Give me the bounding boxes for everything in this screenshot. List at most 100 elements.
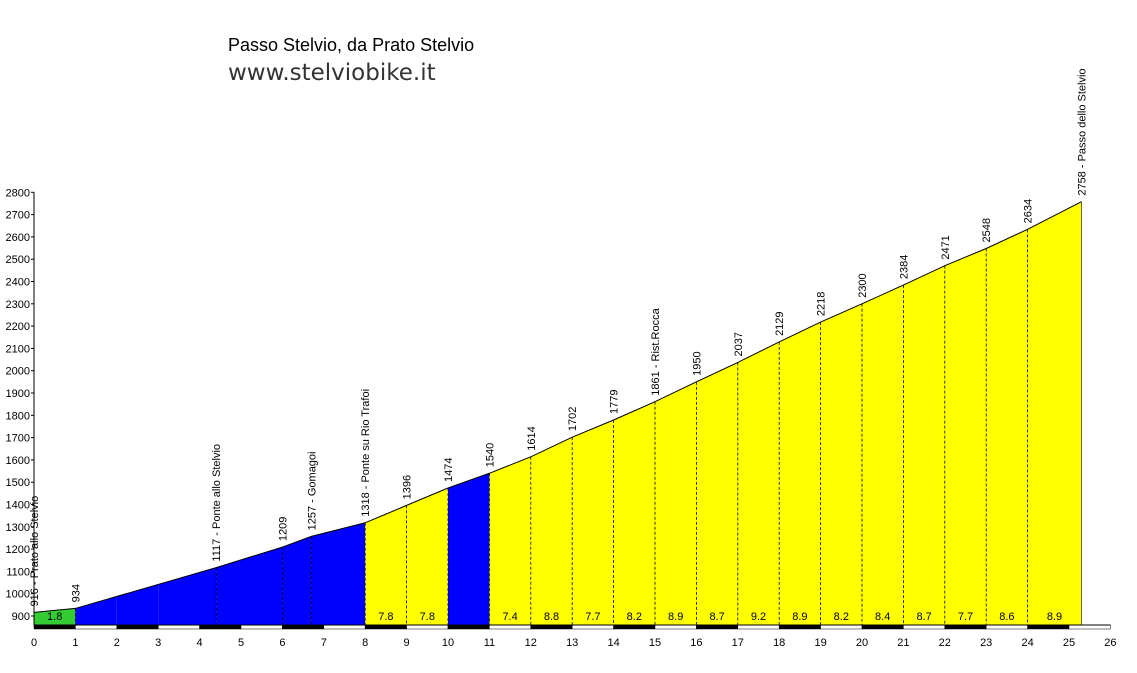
x-tick-label: 11	[484, 637, 495, 649]
x-axis-ruler-block	[737, 624, 780, 630]
grade-label: 8.9	[1047, 611, 1062, 623]
x-axis-ruler-block	[199, 624, 242, 630]
x-tick-label: 10	[442, 637, 454, 649]
y-tick-label: 2100	[6, 343, 30, 355]
elevation-label: 2129	[774, 311, 786, 335]
x-tick-label: 9	[404, 637, 410, 649]
grade-label: 7.7	[958, 611, 973, 623]
x-axis-ruler-block	[75, 624, 118, 630]
x-axis-ruler-block	[364, 624, 407, 630]
y-tick-label: 1500	[6, 477, 30, 489]
x-axis-ruler-block	[282, 624, 325, 630]
profile-segment	[820, 303, 862, 625]
chart-title: Passo Stelvio, da Prato Stelvio	[228, 35, 475, 55]
grade-label: 1.8	[47, 611, 62, 623]
y-tick-label: 1800	[6, 410, 30, 422]
grade-label: 7.4	[502, 611, 517, 623]
profile-segment	[696, 362, 738, 625]
x-axis-ruler-block	[33, 624, 76, 630]
profile-segment	[34, 608, 76, 625]
y-tick-label: 2400	[6, 277, 30, 289]
x-axis-ruler-block	[1027, 624, 1070, 630]
elevation-label: 934	[70, 584, 82, 602]
profile-segment	[75, 596, 117, 625]
profile-segment	[116, 584, 159, 625]
grade-label: 8.9	[668, 611, 683, 623]
website-link[interactable]: www.stelviobike.it	[228, 60, 436, 86]
x-tick-label: 23	[980, 637, 992, 649]
x-tick-label: 20	[856, 637, 868, 649]
x-axis-ruler-block	[116, 624, 159, 630]
profile-segment	[216, 547, 283, 625]
grade-label: 8.2	[834, 611, 849, 623]
profile-segment	[158, 567, 217, 625]
elevation-label: 1861 - Rist.Rocca	[650, 307, 662, 395]
elevation-label: 2218	[816, 292, 828, 316]
x-axis-ruler-block	[861, 624, 904, 630]
profile-segment	[489, 456, 531, 625]
elevation-label: 2548	[981, 218, 993, 242]
profile-segment	[779, 322, 821, 625]
profile-segment	[613, 401, 655, 625]
y-tick-label: 2000	[6, 366, 30, 378]
x-tick-label: 2	[114, 637, 120, 649]
x-axis-ruler-block	[613, 624, 656, 630]
grade-label: 7.8	[420, 611, 435, 623]
elevation-label: 1950	[691, 351, 703, 375]
x-axis-ruler-block	[489, 624, 532, 630]
x-tick-label: 4	[197, 637, 203, 649]
x-tick-label: 8	[362, 637, 368, 649]
elevation-label: 2634	[1023, 199, 1035, 223]
profile-line	[33, 201, 1082, 613]
x-tick-label: 13	[566, 637, 578, 649]
profile-segment	[311, 522, 366, 625]
y-tick-label: 2300	[6, 299, 30, 311]
elevation-label: 1614	[526, 426, 538, 450]
elevation-label: 1117 - Ponte allo Stelvio	[211, 444, 223, 562]
profile-segment	[944, 248, 987, 625]
elevation-label: 2758 - Passo dello Stelvio	[1076, 68, 1088, 195]
x-axis-ruler-block	[240, 624, 283, 630]
grade-label: 8.4	[875, 611, 890, 623]
x-axis-ruler-block	[323, 624, 366, 630]
grade-label: 8.8	[544, 611, 559, 623]
x-axis-ruler-block	[985, 624, 1028, 630]
profile-segment	[448, 473, 490, 625]
elevation-label: 1257 - Gomagoi	[306, 451, 318, 530]
x-tick-label: 26	[1104, 637, 1116, 649]
profile-segment	[655, 381, 697, 625]
x-tick-label: 21	[897, 637, 909, 649]
x-axis-ruler-block	[447, 624, 490, 630]
profile-segment	[862, 285, 904, 625]
x-tick-label: 7	[321, 637, 327, 649]
elevation-label: 2300	[857, 273, 869, 297]
y-tick-label: 1300	[6, 522, 30, 534]
elevation-label: 1474	[443, 458, 455, 482]
x-tick-label: 17	[732, 637, 744, 649]
x-axis-ruler-block	[406, 624, 449, 630]
x-axis-ruler-block	[778, 624, 821, 630]
profile-segment	[903, 265, 945, 625]
x-tick-label: 24	[1021, 637, 1033, 649]
x-tick-label: 0	[31, 637, 37, 649]
profile-segment	[1027, 201, 1082, 625]
x-tick-label: 6	[279, 637, 285, 649]
profile-segment	[406, 487, 448, 625]
profile-segment	[986, 229, 1028, 625]
profile-segment	[572, 419, 614, 625]
elevation-label: 2037	[733, 332, 745, 356]
y-tick-label: 1900	[6, 388, 30, 400]
x-tick-label: 25	[1063, 637, 1075, 649]
y-tick-label: 2600	[6, 232, 30, 244]
y-tick-label: 1700	[6, 433, 30, 445]
y-tick-label: 1200	[6, 544, 30, 556]
elevation-label: 916 - Prato allo Stelvio	[29, 496, 41, 607]
profile-segment	[365, 505, 407, 625]
x-tick-label: 16	[690, 637, 702, 649]
x-axis-ruler-block	[1068, 624, 1111, 630]
x-tick-label: 12	[525, 637, 537, 649]
y-tick-label: 1400	[6, 500, 30, 512]
elevation-label: 1779	[609, 389, 621, 413]
elevation-label: 1209	[277, 517, 289, 541]
grade-label: 8.9	[792, 611, 807, 623]
